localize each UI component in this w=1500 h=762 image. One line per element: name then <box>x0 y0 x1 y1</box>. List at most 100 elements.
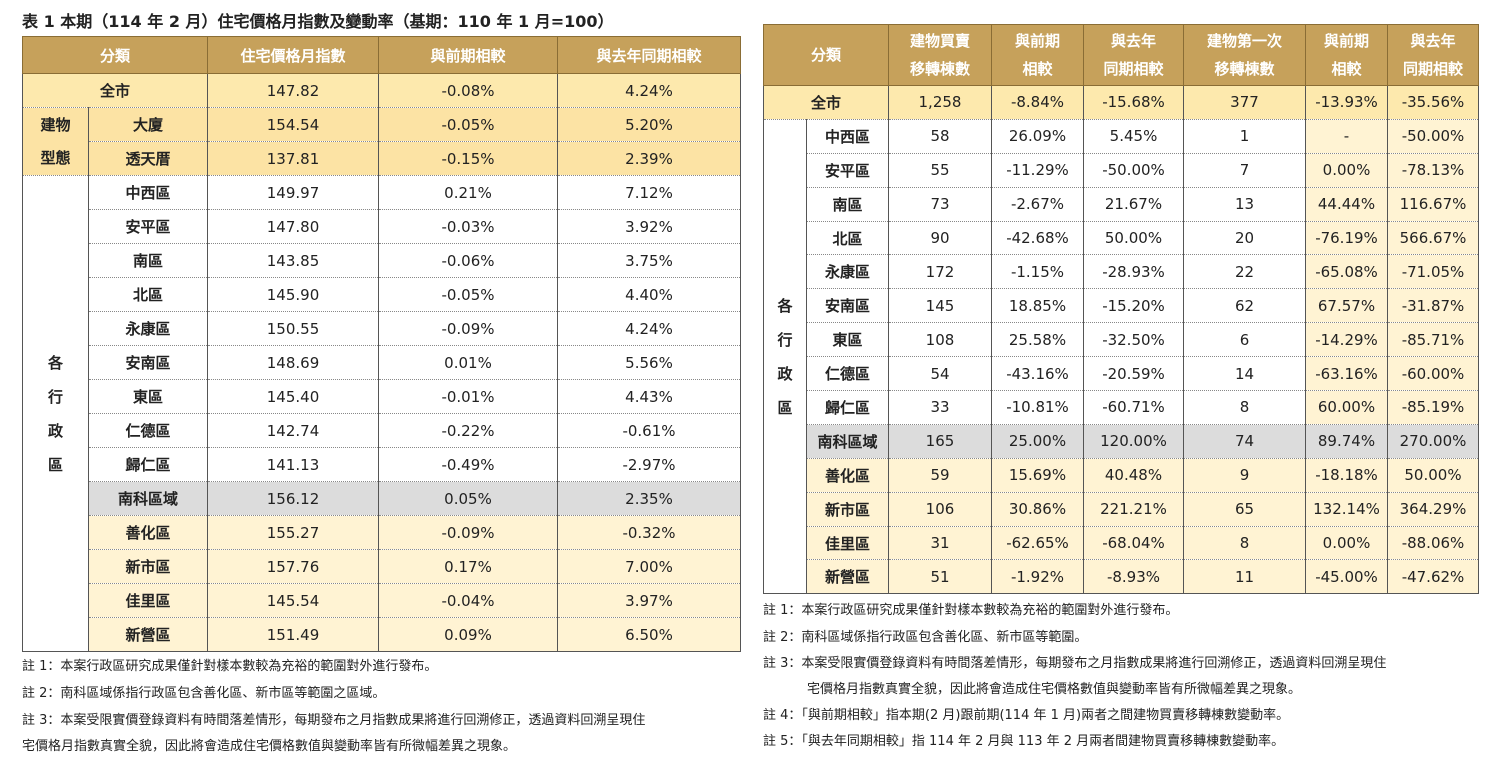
district-row: 佳里區 31 -62.65% -68.04% 8 0.00% -88.06% <box>764 525 1479 561</box>
value-cell: 221.21% <box>1083 491 1184 527</box>
value-cell: 4.24% <box>557 311 741 346</box>
value-cell: 172 <box>888 254 992 290</box>
value-cell: -85.71% <box>1387 322 1479 358</box>
value-cell: 89.74% <box>1305 423 1388 459</box>
district-row: 仁德區 54 -43.16% -20.59% 14 -63.16% -60.00% <box>764 356 1479 392</box>
value-cell: 149.97 <box>207 175 379 210</box>
value-cell: 3.92% <box>557 209 741 244</box>
value-cell: 270.00% <box>1387 423 1479 459</box>
row-name: 透天厝 <box>88 141 208 176</box>
header-row: 分類 建物買賣 移轉棟數 與前期 相較 與去年 同期相較 建物第一次 移轉棟數 與前期 相較 與去年同… <box>763 24 1479 86</box>
row-label: 全市 <box>763 85 889 120</box>
header-cell: 與前期相較 <box>1305 24 1388 86</box>
value-cell: 73 <box>888 186 992 222</box>
value-cell: -28.93% <box>1083 254 1184 290</box>
footnote: 註 1：本案行政區研究成果僅針對樣本數較為充裕的範圍對外進行發布。 <box>763 603 1179 618</box>
district-row: 各行政區 中西區 149.97 0.21% 7.12% <box>22 175 741 652</box>
district-row: 南區 73 -2.67% 21.67% 13 44.44% 116.67% <box>764 186 1479 222</box>
row-name: 善化區 <box>806 457 889 493</box>
value-cell: -60.00% <box>1387 356 1479 392</box>
row-name: 南區 <box>806 186 889 222</box>
district-row: 善化區 155.27 -0.09% -0.32% <box>23 515 741 550</box>
value-cell: 25.00% <box>991 423 1084 459</box>
value-cell: 566.67% <box>1387 220 1479 256</box>
row-name: 新營區 <box>88 617 208 652</box>
row-name: 東區 <box>806 322 889 358</box>
value-cell: 1,258 <box>888 85 992 120</box>
value-cell: 0.00% <box>1305 525 1388 561</box>
header-line: 與去年 <box>1110 32 1156 50</box>
value-cell: -0.06% <box>378 243 558 278</box>
value-cell: -45.00% <box>1305 559 1388 595</box>
group-label: 建物型態 <box>22 107 89 176</box>
value-cell: 8 <box>1183 525 1306 561</box>
value-cell: -2.67% <box>991 186 1084 222</box>
value-cell: 14 <box>1183 356 1306 392</box>
district-row: 善化區 59 15.69% 40.48% 9 -18.18% 50.00% <box>764 457 1479 493</box>
header-cell: 與前期相較 <box>378 36 558 74</box>
value-cell: 165 <box>888 423 992 459</box>
value-cell: 8 <box>1183 390 1306 425</box>
row-name: 安南區 <box>806 288 889 324</box>
header-cell: 與去年同期相較 <box>1387 24 1479 86</box>
value-cell: 137.81 <box>207 141 379 176</box>
value-cell: 147.80 <box>207 209 379 244</box>
row-name: 永康區 <box>88 311 208 346</box>
value-cell: 62 <box>1183 288 1306 324</box>
district-row: 永康區 150.55 -0.09% 4.24% <box>23 311 741 346</box>
value-cell: 106 <box>888 491 992 527</box>
district-row: 安南區 148.69 0.01% 5.56% <box>23 345 741 380</box>
value-cell: 22 <box>1183 254 1306 290</box>
row-name: 安平區 <box>806 152 889 188</box>
row-name: 大廈 <box>88 107 208 142</box>
value-cell: -50.00% <box>1083 152 1184 188</box>
value-cell: 51 <box>888 559 992 595</box>
value-cell: 5.56% <box>557 345 741 380</box>
value-cell: 54 <box>888 356 992 392</box>
row-name: 仁德區 <box>806 356 889 392</box>
district-row: 安平區 55 -11.29% -50.00% 7 0.00% -78.13% <box>764 152 1479 188</box>
overall-row: 全市 1,258 -8.84% -15.68% 377 -13.93% -35.56% <box>763 85 1479 120</box>
footnote: 註 3：本案受限實價登錄資料有時間落差情形，每期發布之月指數成果將進行回溯修正，… <box>763 656 1387 671</box>
header-cell: 與前期相較 <box>991 24 1084 86</box>
value-cell: 1 <box>1183 118 1306 154</box>
value-cell: 9 <box>1183 457 1306 493</box>
value-cell: 0.00% <box>1305 152 1388 188</box>
district-row: 東區 108 25.58% -32.50% 6 -14.29% -85.71% <box>764 322 1479 358</box>
value-cell: -0.61% <box>557 413 741 448</box>
district-row: 佳里區 145.54 -0.04% 3.97% <box>23 583 741 618</box>
header-line: 相較 <box>1331 60 1362 78</box>
row-name: 仁德區 <box>88 413 208 448</box>
footnote: 註 4：「與前期相較」指本期(2 月)跟前期(114 年 1 月)兩者之間建物買… <box>763 708 1290 723</box>
row-name: 北區 <box>806 220 889 256</box>
value-cell: 0.01% <box>378 345 558 380</box>
header-cell: 分類 <box>763 24 889 86</box>
value-cell: 21.67% <box>1083 186 1184 222</box>
type-row: 透天厝 137.81 -0.15% 2.39% <box>23 141 741 176</box>
value-cell: -8.84% <box>991 85 1084 120</box>
group-text: 建物型態 <box>40 115 71 167</box>
footnote: 註 5：「與去年同期相較」指 114 年 2 月與 113 年 2 月兩者間建物… <box>763 734 1285 749</box>
value-cell: 108 <box>888 322 992 358</box>
value-cell: -1.92% <box>991 559 1084 595</box>
row-name: 南區 <box>88 243 208 278</box>
header-line: 移轉棟數 <box>1214 60 1275 78</box>
value-cell: -31.87% <box>1387 288 1479 324</box>
value-cell: 6.50% <box>557 617 741 652</box>
district-row: 歸仁區 141.13 -0.49% -2.97% <box>23 447 741 482</box>
header-line: 相較 <box>1022 60 1053 78</box>
value-cell: -11.29% <box>991 152 1084 188</box>
value-cell: 3.97% <box>557 583 741 618</box>
row-name: 新市區 <box>88 549 208 584</box>
header-cell: 住宅價格月指數 <box>207 36 379 74</box>
value-cell: -0.15% <box>378 141 558 176</box>
row-name: 南科區域 <box>88 481 208 516</box>
district-row: 東區 145.40 -0.01% 4.43% <box>23 379 741 414</box>
footnote: 註 2：南科區域係指行政區包含善化區、新市區等範圍。 <box>763 630 1088 645</box>
value-cell: 59 <box>888 457 992 493</box>
type-row: 建物型態 大廈 154.54 -0.05% 5.20% <box>22 107 741 176</box>
footnote: 註 1：本案行政區研究成果僅針對樣本數較為充裕的範圍對外進行發布。 <box>22 659 438 674</box>
district-row: 歸仁區 33 -10.81% -60.71% 8 60.00% -85.19% <box>764 390 1479 425</box>
district-row: 新市區 106 30.86% 221.21% 65 132.14% 364.29% <box>764 491 1479 527</box>
